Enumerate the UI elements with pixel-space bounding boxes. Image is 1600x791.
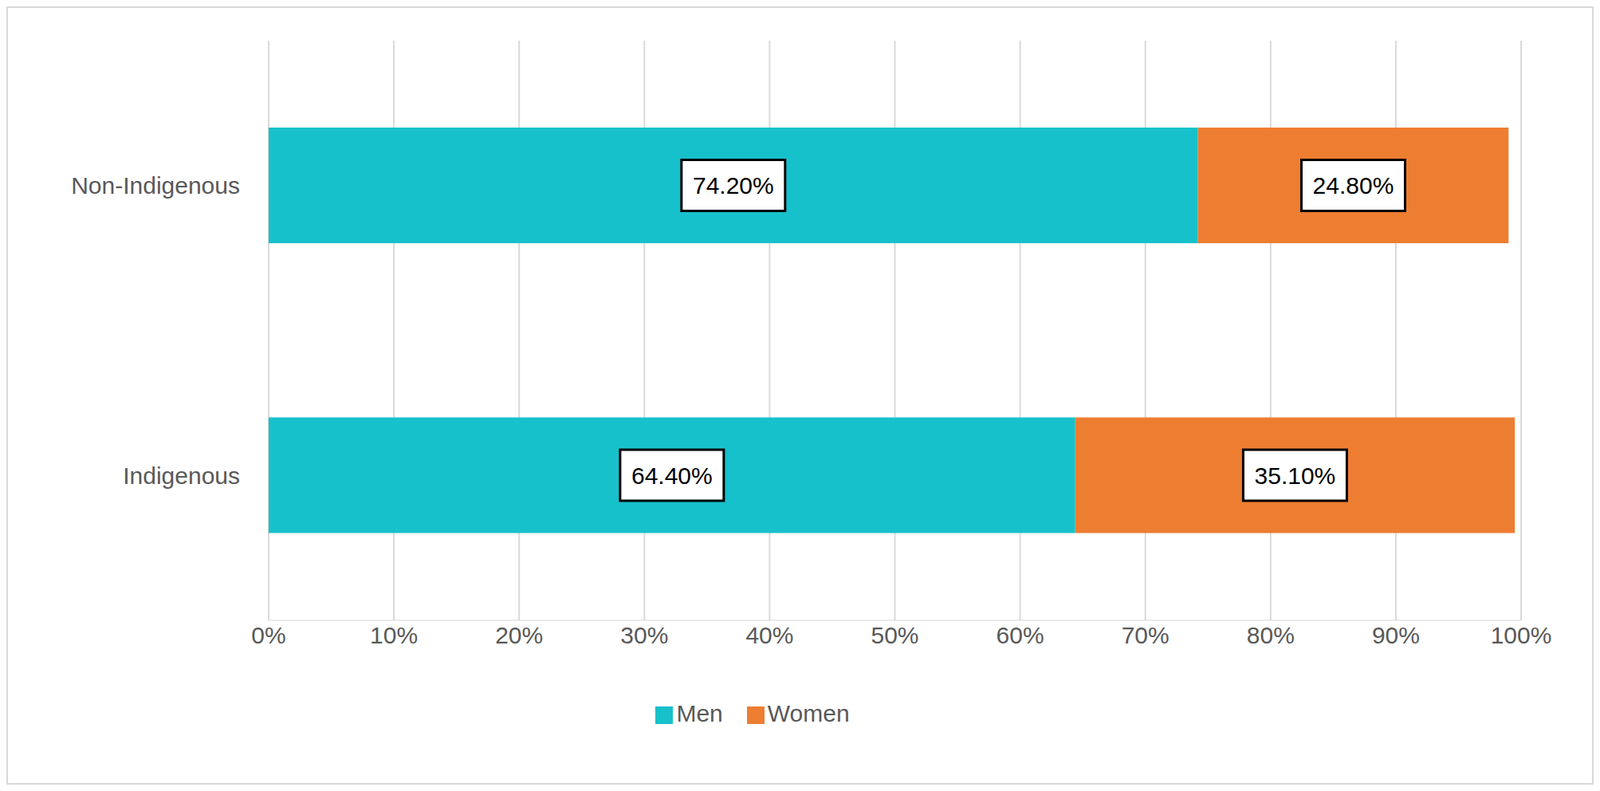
svg-text:20%: 20% bbox=[495, 621, 543, 649]
svg-text:74.20%: 74.20% bbox=[692, 172, 775, 199]
svg-text:35.10%: 35.10% bbox=[1254, 462, 1337, 489]
svg-text:50%: 50% bbox=[870, 621, 919, 649]
svg-text:100%: 100% bbox=[1490, 621, 1553, 649]
svg-text:Indigenous: Indigenous bbox=[122, 462, 240, 489]
svg-text:60%: 60% bbox=[996, 621, 1045, 649]
svg-text:0%: 0% bbox=[251, 621, 286, 649]
svg-text:Non-Indigenous: Non-Indigenous bbox=[70, 172, 240, 199]
html-text:Men: Men bbox=[676, 699, 723, 727]
svg-text:80%: 80% bbox=[1246, 621, 1295, 649]
svg-text:70%: 70% bbox=[1121, 621, 1170, 649]
svg-text:10%: 10% bbox=[369, 621, 418, 649]
svg-text:40%: 40% bbox=[745, 621, 794, 649]
svg-text:90%: 90% bbox=[1371, 621, 1420, 649]
svg-text:30%: 30% bbox=[620, 621, 669, 649]
html-text:Women: Women bbox=[767, 699, 850, 727]
svg-text:64.40%: 64.40% bbox=[631, 462, 713, 489]
svg-text:24.80%: 24.80% bbox=[1313, 172, 1395, 199]
